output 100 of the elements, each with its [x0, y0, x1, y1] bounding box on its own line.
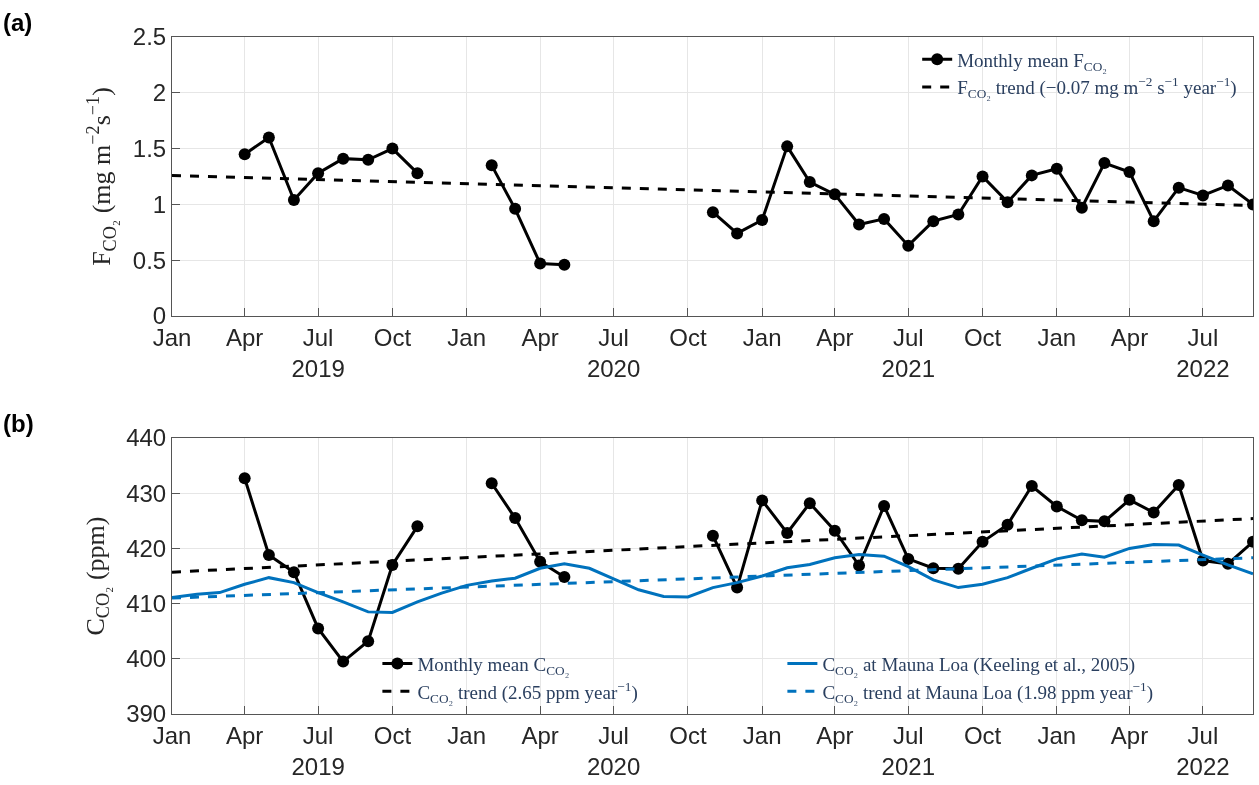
x-tick-label: Jul 2021 — [881, 323, 935, 382]
text: F$_{CO₂}$ trend (−0.07 mg m$^{−2}$ s$^{−1}$ year$^{−1}$) — [957, 74, 1237, 102]
y-tick-label: 400 — [126, 645, 167, 673]
point — [362, 635, 375, 648]
point — [509, 512, 522, 525]
point — [706, 529, 719, 542]
point — [731, 227, 744, 240]
point — [362, 153, 375, 166]
point — [509, 202, 522, 215]
point — [803, 176, 816, 189]
point — [238, 472, 251, 485]
point — [1098, 515, 1111, 528]
x-tick-label: Oct — [963, 323, 1002, 351]
x-tick-label: Jul 2020 — [586, 721, 641, 780]
x-tick-label: Apr — [1110, 721, 1149, 749]
x-tick-label: Jan — [742, 323, 782, 351]
x-tick-label: Oct — [373, 721, 412, 749]
point — [262, 549, 275, 562]
x-tick-label: Jan — [742, 721, 782, 749]
point — [828, 188, 841, 201]
point — [411, 520, 424, 533]
x-tick-label: Oct — [963, 721, 1002, 749]
point — [976, 170, 989, 183]
point — [337, 655, 350, 668]
point — [534, 555, 547, 568]
x-tick-label: Apr — [816, 323, 854, 351]
x-tick-label: Jul 2019 — [291, 323, 345, 382]
point — [558, 571, 571, 584]
x-tick-label: Jan — [447, 721, 487, 749]
point — [1050, 162, 1063, 175]
point — [1001, 518, 1014, 531]
point — [976, 535, 989, 548]
point — [952, 562, 965, 575]
x-tick-label: Jul 2022 — [1176, 323, 1230, 382]
y-tick-label: 1 — [152, 190, 167, 218]
x-tick-label: Jul 2022 — [1176, 721, 1230, 780]
point — [828, 524, 841, 537]
legend-label: Monthly mean F$_{CO₂}$ — [957, 49, 1107, 74]
point — [1172, 478, 1185, 491]
point — [558, 258, 571, 271]
point — [1025, 169, 1038, 182]
point — [902, 239, 915, 252]
x-tick-label: Apr — [225, 721, 264, 749]
point — [1221, 179, 1234, 192]
point — [878, 499, 891, 512]
point — [1075, 201, 1088, 214]
point — [262, 131, 275, 144]
point — [287, 566, 300, 579]
point — [781, 526, 794, 539]
point — [803, 497, 816, 510]
point — [781, 140, 794, 153]
point — [1147, 215, 1160, 228]
point — [1025, 480, 1038, 493]
point — [485, 159, 498, 172]
x-tick-label: Apr — [816, 721, 854, 749]
y-tick-label: 2 — [152, 79, 167, 107]
text: (a) — [3, 9, 33, 36]
x-tick-label: Jan — [1037, 721, 1077, 749]
legend-label: C$_{CO₂}$ at Mauna Loa (Keeling et al., 2005) — [822, 653, 1136, 678]
point — [534, 257, 547, 270]
point — [1123, 166, 1136, 179]
point — [952, 208, 965, 221]
legend-label: C$_{CO₂}$ trend at Mauna Loa (1.98 ppm year$^{−1}$) — [822, 678, 1154, 706]
point — [337, 152, 350, 165]
text: (b) — [3, 410, 34, 437]
point — [1075, 514, 1088, 527]
y-tick-label: 430 — [126, 479, 167, 507]
point — [927, 215, 940, 228]
point — [1147, 506, 1160, 519]
x-tick-label: Jan — [447, 323, 487, 351]
x-tick-label: Oct — [669, 323, 707, 351]
y-tick-label: 1.5 — [132, 135, 167, 162]
point — [1196, 189, 1209, 202]
point — [312, 167, 325, 180]
x-tick-label: Apr — [521, 323, 559, 351]
point — [238, 148, 251, 161]
x-tick-label: Apr — [1110, 323, 1149, 351]
x-tick-label: Oct — [669, 721, 707, 749]
point — [853, 559, 866, 572]
x-tick-label: Jul 2019 — [291, 721, 345, 780]
point — [411, 167, 424, 180]
x-tick-label: Jul 2020 — [586, 323, 641, 382]
legend-label: C$_{CO₂}$ trend (2.65 ppm year$^{−1}$) — [417, 678, 638, 706]
point — [1172, 181, 1185, 194]
point — [853, 218, 866, 231]
legend-label: Monthly mean C$_{CO₂}$ — [417, 653, 570, 678]
y-tick-label: 440 — [126, 424, 167, 452]
point — [1098, 157, 1111, 170]
point — [1050, 500, 1063, 513]
point — [756, 214, 769, 227]
y-tick-label: 420 — [126, 534, 167, 562]
x-tick-label: Jan — [1037, 323, 1077, 351]
x-tick-label: Apr — [521, 721, 559, 749]
point — [386, 142, 399, 155]
x-tick-label: Oct — [373, 323, 412, 351]
point — [756, 494, 769, 507]
point — [878, 212, 891, 225]
y-tick-label: 0.5 — [132, 246, 167, 274]
point — [1123, 493, 1136, 506]
point — [485, 477, 498, 490]
